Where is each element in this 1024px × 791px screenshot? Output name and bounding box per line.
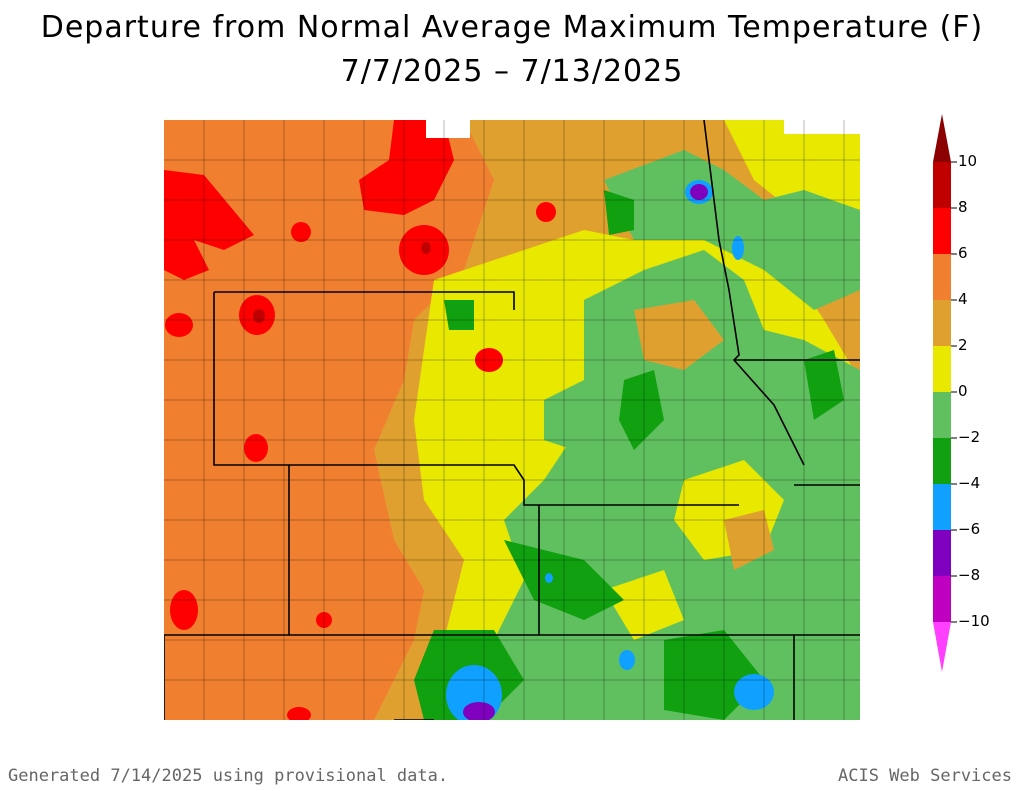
dark-red-2 xyxy=(421,242,431,254)
generated-note: Generated 7/14/2025 using provisional da… xyxy=(8,766,449,786)
legend-label-2: 2 xyxy=(958,336,968,354)
legend-arrow-top xyxy=(933,114,951,162)
blue-patch-2 xyxy=(734,674,774,710)
red-patch-12 xyxy=(287,707,311,720)
red-patch-9 xyxy=(536,202,556,222)
legend-label-m8: −8 xyxy=(958,566,981,584)
map-title: Departure from Normal Average Maximum Te… xyxy=(40,10,984,45)
legend-swatch-m10-m8 xyxy=(933,576,951,622)
legend-swatch-6-8 xyxy=(933,208,951,254)
legend-swatch-m4-m2 xyxy=(933,438,951,484)
legend-swatch-m8-m6 xyxy=(933,530,951,576)
blue-patch-5 xyxy=(545,573,553,583)
legend-label-10: 10 xyxy=(958,152,978,170)
temperature-departure-map xyxy=(164,120,860,720)
county-grid xyxy=(164,120,860,720)
dark-green-2 xyxy=(804,350,844,420)
blue-patch-3 xyxy=(619,650,635,670)
legend-label-m10: −10 xyxy=(958,612,990,630)
red-patch-5 xyxy=(165,313,193,337)
legend-label-m2: −2 xyxy=(958,428,981,446)
legend-label-0: 0 xyxy=(958,382,968,400)
red-patch-7 xyxy=(170,590,198,630)
no-data-2 xyxy=(784,120,860,134)
red-patch-nw xyxy=(164,170,254,280)
legend-label-m4: −4 xyxy=(958,474,981,492)
green-zone-north xyxy=(604,150,860,310)
legend-label-4: 4 xyxy=(958,290,968,308)
no-data-1 xyxy=(426,120,470,138)
red-patch-10 xyxy=(291,222,311,242)
state-boundaries xyxy=(164,120,860,720)
legend-swatch-8-10 xyxy=(933,162,951,208)
warm-patch-2 xyxy=(724,510,774,570)
map-date-range: 7/7/2025 – 7/13/2025 xyxy=(340,54,684,89)
blue-patch-4 xyxy=(732,236,744,260)
dark-red-1 xyxy=(253,309,265,323)
legend-swatch-m2-0 xyxy=(933,392,951,438)
dark-green-1 xyxy=(619,370,664,450)
legend-swatch-0-2 xyxy=(933,346,951,392)
dark-green-6 xyxy=(604,190,634,235)
legend-label-6: 6 xyxy=(958,244,968,262)
color-legend xyxy=(933,114,957,672)
legend-swatch-4-6 xyxy=(933,254,951,300)
warm-patch-4 xyxy=(634,300,724,370)
purple-patch-3 xyxy=(690,184,708,200)
dark-green-7 xyxy=(444,300,474,330)
legend-label-8: 8 xyxy=(958,198,968,216)
legend-ticks xyxy=(951,161,957,623)
source-credit: ACIS Web Services xyxy=(838,766,1012,786)
legend-swatch-m6-m4 xyxy=(933,484,951,530)
green-zone-west xyxy=(544,380,604,450)
purple-patch-1 xyxy=(463,702,495,720)
legend-swatch-2-4 xyxy=(933,300,951,346)
red-patch-6 xyxy=(244,434,268,462)
legend-arrow-bottom xyxy=(933,622,951,672)
red-patch-n xyxy=(359,120,454,215)
legend-label-m6: −6 xyxy=(958,520,981,538)
